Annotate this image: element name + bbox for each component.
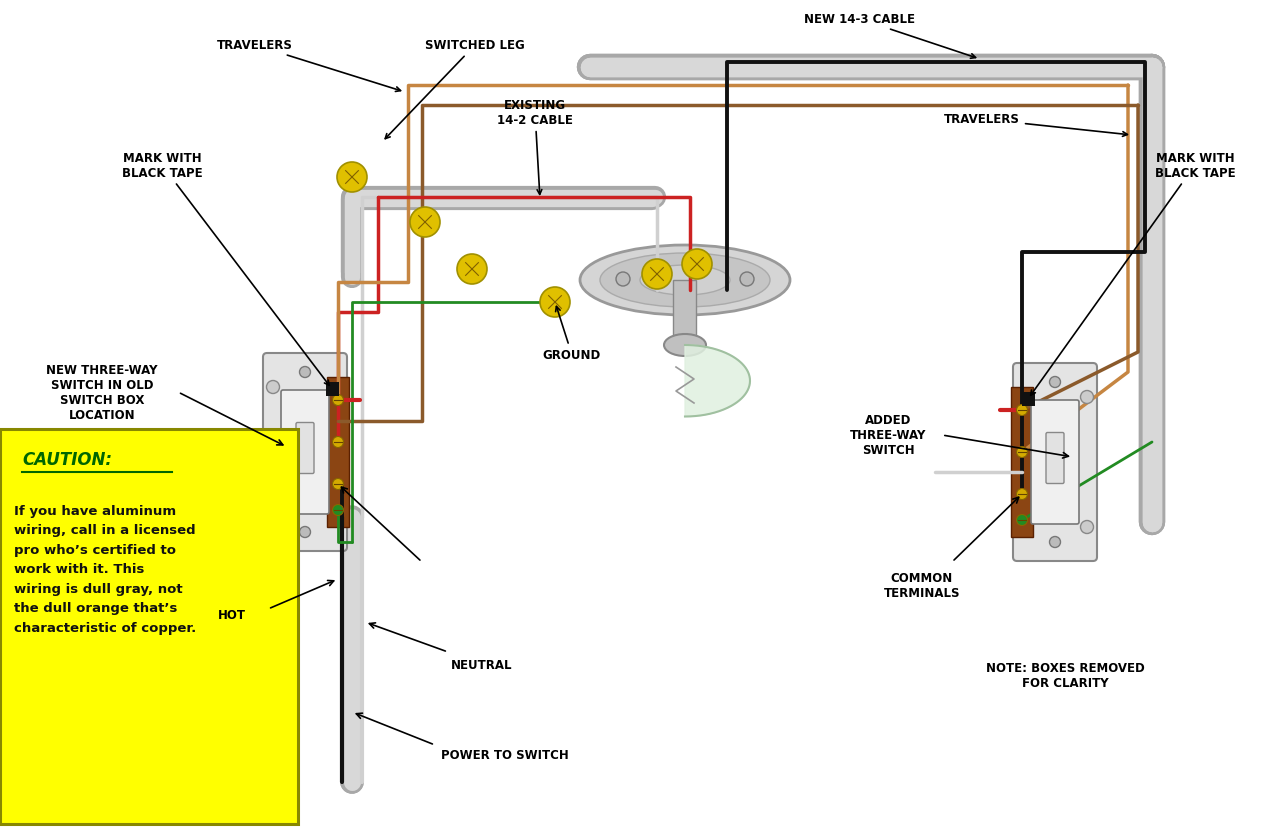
Wedge shape [410,208,441,237]
FancyBboxPatch shape [1046,433,1064,484]
Wedge shape [682,250,713,280]
Text: GROUND: GROUND [543,307,601,362]
FancyBboxPatch shape [1013,364,1097,562]
Circle shape [1016,447,1028,458]
Circle shape [1016,489,1028,500]
FancyBboxPatch shape [0,429,298,824]
FancyBboxPatch shape [281,390,329,514]
Text: EXISTING
14-2 CABLE: EXISTING 14-2 CABLE [497,99,573,195]
Text: HOT: HOT [218,609,246,622]
Wedge shape [457,255,487,284]
Ellipse shape [640,265,730,295]
Wedge shape [540,288,570,318]
Circle shape [332,437,344,448]
Circle shape [300,527,310,538]
Text: MARK WITH
BLACK TAPE: MARK WITH BLACK TAPE [121,152,329,386]
Text: TRAVELERS: TRAVELERS [217,40,401,93]
Bar [326,383,338,396]
Text: NEUTRAL: NEUTRAL [451,658,513,672]
Circle shape [267,381,280,394]
Circle shape [332,479,344,490]
Text: CAUTION:: CAUTION: [22,451,112,468]
Circle shape [616,273,630,287]
Ellipse shape [664,335,706,356]
FancyBboxPatch shape [327,378,349,528]
Text: COMMON
TERMINALS: COMMON TERMINALS [884,571,960,600]
FancyBboxPatch shape [1031,400,1079,524]
Text: NEW THREE-WAY
SWITCH IN OLD
SWITCH BOX
LOCATION: NEW THREE-WAY SWITCH IN OLD SWITCH BOX L… [46,364,158,422]
Circle shape [1080,391,1093,404]
Text: NOTE: BOXES REMOVED
FOR CLARITY: NOTE: BOXES REMOVED FOR CLARITY [986,662,1144,689]
Circle shape [267,511,280,523]
FancyBboxPatch shape [263,354,347,552]
Text: SWITCHED LEG: SWITCHED LEG [386,40,525,140]
Bar [1022,393,1034,407]
Text: ADDED
THREE-WAY
SWITCH: ADDED THREE-WAY SWITCH [849,414,926,457]
FancyBboxPatch shape [1011,388,1033,538]
Ellipse shape [600,254,770,308]
Text: If you have aluminum
wiring, call in a licensed
pro who’s certified to
work with: If you have aluminum wiring, call in a l… [14,504,197,634]
Circle shape [1016,515,1028,526]
Circle shape [1050,537,1060,547]
Text: MARK WITH
BLACK TAPE: MARK WITH BLACK TAPE [1031,152,1235,396]
Text: POWER TO SWITCH: POWER TO SWITCH [441,748,568,762]
Wedge shape [337,163,366,193]
Bar [673,280,696,346]
Circle shape [332,505,344,516]
FancyBboxPatch shape [296,423,314,474]
Circle shape [300,367,310,378]
Ellipse shape [580,246,790,316]
Circle shape [332,395,344,406]
Circle shape [739,273,753,287]
Text: TRAVELERS: TRAVELERS [944,113,1128,137]
Circle shape [1080,521,1093,534]
Polygon shape [684,346,750,417]
Circle shape [1050,377,1060,388]
Text: NEW 14-3 CABLE: NEW 14-3 CABLE [805,13,976,60]
Circle shape [1016,405,1028,416]
Wedge shape [642,260,672,289]
